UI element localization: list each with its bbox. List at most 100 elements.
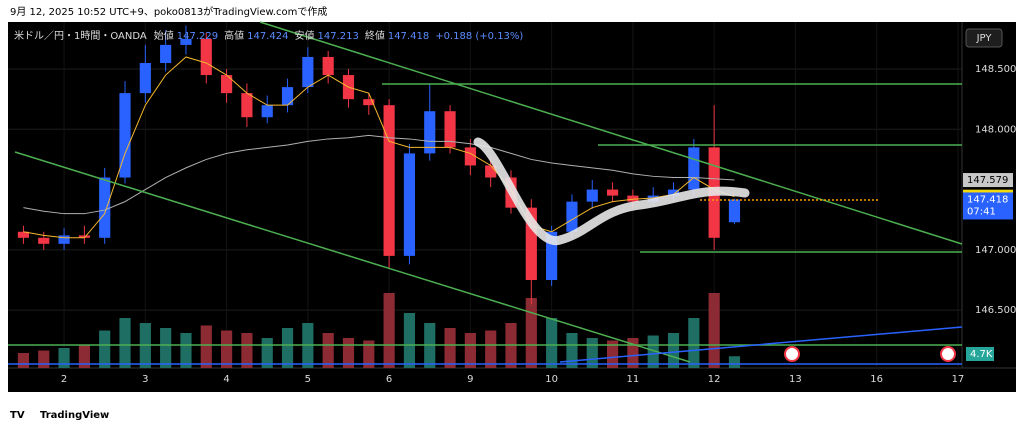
legend-text: 147.424 — [247, 31, 288, 42]
highlight-curve — [473, 137, 750, 245]
moving-average — [23, 56, 735, 239]
legend-text: 安値 — [294, 29, 314, 42]
candle-body — [58, 235, 70, 244]
y-tick-label: 148.500 — [975, 64, 1016, 75]
currency: JPY — [976, 33, 993, 44]
volume-bar — [17, 353, 30, 368]
price-tag-label: 147.418 — [967, 194, 1008, 205]
candle-body — [363, 99, 375, 106]
volume-bar — [728, 356, 741, 368]
candle-body — [424, 111, 436, 154]
volume-bar — [708, 293, 720, 368]
logo-mark: 𝗧𝗩 — [10, 410, 25, 421]
drawings — [8, 21, 963, 365]
candle-body — [403, 153, 416, 256]
volume-bar — [342, 338, 355, 368]
volume-bar — [119, 318, 131, 368]
volume-bar — [485, 330, 497, 368]
logo: 𝗧𝗩 TradingView — [10, 410, 109, 421]
volume-bar — [58, 348, 70, 368]
candle-body — [566, 201, 578, 232]
candle-body — [38, 237, 50, 244]
candle-body — [281, 87, 294, 106]
legend-text: 147.418 — [388, 31, 429, 42]
volume-tag-label: 4.7K — [970, 349, 993, 360]
legend-text: 147.229 — [177, 31, 218, 42]
volume-bar — [647, 335, 659, 368]
candle-body — [586, 189, 598, 202]
candle-body — [119, 93, 131, 178]
candle-body — [221, 75, 233, 94]
volume-bar — [606, 340, 619, 368]
countdown: 07:41 — [967, 206, 996, 217]
volume-bar — [383, 293, 395, 368]
candle-body — [444, 111, 456, 148]
candle-body — [464, 147, 476, 166]
candle-body — [78, 235, 90, 238]
x-tick-label: 16 — [870, 374, 883, 385]
trend-line — [259, 21, 963, 245]
volume — [17, 293, 741, 368]
legend-text: 米ドル／円・1時間・OANDA — [14, 29, 147, 42]
volume-bar — [99, 330, 111, 368]
volume-bar — [586, 338, 598, 368]
y-tick-label: 146.500 — [975, 305, 1016, 316]
candle-body — [688, 147, 700, 190]
volume-bar — [221, 330, 233, 368]
x-tick-label: 3 — [142, 374, 148, 385]
candle-body — [302, 56, 314, 88]
x-tick-label: 17 — [952, 374, 965, 385]
candle-body — [139, 62, 151, 94]
volume-bar — [281, 328, 294, 368]
candle-body — [525, 207, 537, 280]
candle-body — [99, 177, 111, 238]
trend-line — [14, 151, 691, 363]
x-tick-label: 11 — [627, 374, 640, 385]
x-tick-label: 10 — [545, 374, 558, 385]
x-tick-label: 2 — [61, 374, 67, 385]
caption: 9月 12, 2025 10:52 UTC+9、poko0813がTrading… — [10, 5, 327, 18]
volume-bar — [78, 345, 90, 368]
trend-line — [559, 326, 963, 363]
volume-bar — [180, 333, 192, 368]
price-tag — [963, 173, 1013, 188]
candle-body — [383, 105, 395, 256]
candle-body — [160, 44, 172, 63]
volume-bar — [688, 318, 700, 368]
x-tick-label: 9 — [467, 374, 473, 385]
candle-body — [17, 231, 30, 238]
y-tick-label: 147.000 — [975, 245, 1016, 256]
price-tag-label: 147.579 — [967, 175, 1008, 186]
volume-tag — [966, 347, 994, 361]
volume-bar — [525, 298, 537, 368]
brand: TradingView — [40, 410, 109, 421]
candle-body — [485, 165, 497, 178]
volume-bar — [444, 328, 456, 368]
volume-bar — [261, 338, 273, 368]
x-tick-label: 12 — [708, 374, 721, 385]
volume-bar — [546, 318, 558, 368]
volume-bar — [160, 328, 172, 368]
volume-bar — [464, 333, 476, 368]
volume-bar — [627, 338, 639, 368]
x-tick-label: 4 — [223, 374, 229, 385]
volume-bar — [566, 333, 578, 368]
x-tick-label: 6 — [386, 374, 392, 385]
candle-body — [180, 38, 192, 45]
x-tick-label: 13 — [789, 374, 802, 385]
candle-body — [627, 195, 639, 202]
volume-bar — [322, 333, 334, 368]
volume-bar — [667, 333, 680, 368]
volume-bar — [403, 313, 416, 368]
legend-text: +0.188 (+0.13%) — [435, 31, 523, 42]
legend-text: 147.213 — [317, 31, 358, 42]
legend-text: 高値 — [224, 29, 244, 42]
legend-text: 始値 — [154, 29, 174, 42]
legend-text: 終値 — [365, 29, 385, 42]
volume-bar — [241, 333, 253, 368]
currency-box — [965, 28, 1003, 48]
volume-bar — [38, 350, 50, 368]
candle-body — [728, 199, 741, 223]
event-flag — [940, 346, 956, 362]
